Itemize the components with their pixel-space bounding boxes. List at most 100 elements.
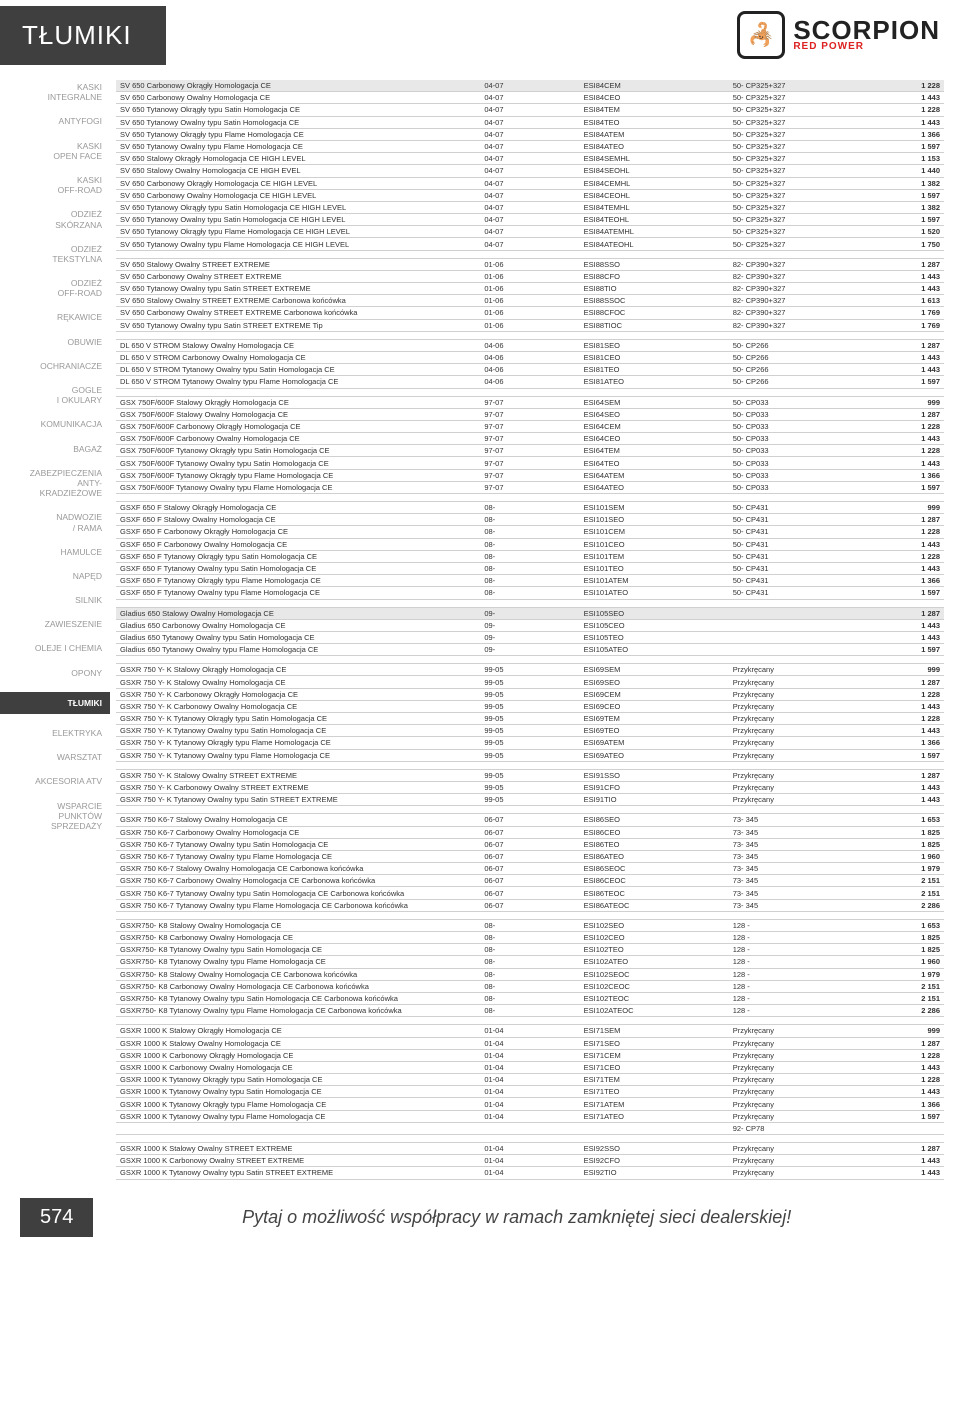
cell-code: ESI92TIO: [580, 1167, 729, 1179]
catalog-content: SV 650 Carbonowy Okrągły Homologacja CE0…: [110, 70, 960, 1180]
cell-code: ESI101TEO: [580, 562, 729, 574]
sidebar-item[interactable]: SILNIK: [10, 595, 110, 605]
sidebar-item[interactable]: KOMUNIKACJA: [10, 419, 110, 429]
cell-price: 999: [861, 502, 944, 514]
cell-name: DL 650 V STROM Tytanowy Owalny typu Sati…: [116, 364, 480, 376]
cell-year: 04-07: [480, 140, 579, 152]
cell-code: ESI102ATEOC: [580, 1005, 729, 1017]
cell-year: 08-: [480, 526, 579, 538]
sidebar-item[interactable]: NAPĘD: [10, 571, 110, 581]
cell-name: GSX 750F/600F Carbonowy Okrągły Homologa…: [116, 420, 480, 432]
sidebar-item[interactable]: ODZIEŻSKÓRZANA: [10, 209, 110, 229]
cell-spec: 50- CP431: [729, 575, 861, 587]
sidebar-item[interactable]: ANTYFOGI: [10, 116, 110, 126]
sidebar-item[interactable]: OCHRANIACZE: [10, 361, 110, 371]
sidebar-item[interactable]: ZABEZPIECZENIAANTY-KRADZIEŻOWE: [10, 468, 110, 499]
table-row: GSXR 750 K6-7 Carbonowy Owalny Homologac…: [116, 875, 944, 887]
table-row: GSXR 750 Y- K Tytanowy Okrągły typu Flam…: [116, 737, 944, 749]
sidebar-item[interactable]: OLEJE I CHEMIA: [10, 643, 110, 653]
table-row: GSXR 750 Y- K Stalowy Owalny Homologacja…: [116, 676, 944, 688]
sidebar-item[interactable]: RĘKAWICE: [10, 312, 110, 322]
logo-text-main: SCORPION: [793, 19, 940, 42]
page-number: 574: [20, 1198, 93, 1237]
sidebar-item[interactable]: ELEKTRYKA: [10, 728, 110, 738]
table-row: GSXR 750 K6-7 Tytanowy Owalny typu Satin…: [116, 838, 944, 850]
cell-name: GSXR 750 K6-7 Tytanowy Owalny typu Satin…: [116, 838, 480, 850]
cell-code: ESI105TEO: [580, 631, 729, 643]
sidebar-item[interactable]: KASKIOFF-ROAD: [10, 175, 110, 195]
cell-year: 06-07: [480, 899, 579, 911]
cell-spec: 50- CP431: [729, 526, 861, 538]
cell-price: 1 228: [861, 1074, 944, 1086]
cell-code: ESI105ATEO: [580, 644, 729, 656]
table-row: Gladius 650 Carbonowy Owalny Homologacja…: [116, 619, 944, 631]
table-row: SV 650 Tytanowy Owalny typu Flame Homolo…: [116, 238, 944, 250]
cell-year: 06-07: [480, 838, 579, 850]
cell-name: GSXF 650 F Tytanowy Okrągły typu Satin H…: [116, 550, 480, 562]
table-row: GSXR 750 Y- K Carbonowy Okrągły Homologa…: [116, 688, 944, 700]
cell-code: ESI64ATEO: [580, 481, 729, 493]
cell-spec: 82- CP390+327: [729, 307, 861, 319]
cell-spec: 50- CP266: [729, 376, 861, 388]
sidebar-item[interactable]: TŁUMIKI: [0, 692, 110, 714]
cell-price: 1 287: [861, 339, 944, 351]
sidebar-item[interactable]: ZAWIESZENIE: [10, 619, 110, 629]
table-row: SV 650 Carbonowy Owalny STREET EXTREME C…: [116, 307, 944, 319]
cell-spec: Przykręcany: [729, 664, 861, 676]
cell-year: 09-: [480, 607, 579, 619]
sidebar-item[interactable]: KASKIOPEN FACE: [10, 141, 110, 161]
cell-code: ESI71TEO: [580, 1086, 729, 1098]
table-row: Gladius 650 Tytanowy Owalny typu Satin H…: [116, 631, 944, 643]
cell-price: 1 228: [861, 550, 944, 562]
cell-code: ESI91CFO: [580, 781, 729, 793]
cell-code: ESI101SEO: [580, 514, 729, 526]
table-row: GSXF 650 F Carbonowy Okrągły Homologacja…: [116, 526, 944, 538]
sidebar-item[interactable]: WSPARCIEPUNKTÓWSPRZEDAŻY: [10, 801, 110, 832]
cell-spec: 50- CP033: [729, 481, 861, 493]
table-row: GSXF 650 F Stalowy Okrągły Homologacja C…: [116, 502, 944, 514]
sidebar-item[interactable]: WARSZTAT: [10, 752, 110, 762]
cell-price: 1 153: [861, 153, 944, 165]
sidebar-item[interactable]: HAMULCE: [10, 547, 110, 557]
cell-price: 1 769: [861, 319, 944, 331]
sidebar-item[interactable]: OBUWIE: [10, 337, 110, 347]
cell-price: 1 979: [861, 968, 944, 980]
cell-year: 08-: [480, 956, 579, 968]
cell-year: 09-: [480, 619, 579, 631]
cell-price: 1 443: [861, 538, 944, 550]
cell-name: Gladius 650 Stalowy Owalny Homologacja C…: [116, 607, 480, 619]
table-row: GSXR 750 K6-7 Carbonowy Owalny Homologac…: [116, 826, 944, 838]
cell-price: 1 520: [861, 226, 944, 238]
table-row: GSXR 1000 K Tytanowy Okrągły typu Satin …: [116, 1074, 944, 1086]
sidebar-item[interactable]: NADWOZIE/ RAMA: [10, 512, 110, 532]
cell-year: 08-: [480, 980, 579, 992]
table-row: SV 650 Tytanowy Owalny typu Flame Homolo…: [116, 140, 944, 152]
sidebar-item[interactable]: ODZIEŻTEKSTYLNA: [10, 244, 110, 264]
cell-price: 1 228: [861, 526, 944, 538]
table-row: GSXR750- K8 Tytanowy Owalny typu Flame H…: [116, 956, 944, 968]
sidebar-item[interactable]: OPONY: [10, 668, 110, 678]
cell-name: SV 650 Stalowy Owalny STREET EXTREME: [116, 258, 480, 270]
sidebar-item[interactable]: GOGLEI OKULARY: [10, 385, 110, 405]
cell-spec: 50- CP033: [729, 420, 861, 432]
table-row: DL 650 V STROM Tytanowy Owalny typu Flam…: [116, 376, 944, 388]
table-row: SV 650 Tytanowy Okrągły typu Flame Homol…: [116, 226, 944, 238]
sidebar-item[interactable]: ODZIEŻOFF-ROAD: [10, 278, 110, 298]
cell-code: ESI86TEO: [580, 838, 729, 850]
cell-price: 999: [861, 396, 944, 408]
cell-spec: 82- CP390+327: [729, 283, 861, 295]
table-row: GSXR 750 Y- K Carbonowy Owalny STREET EX…: [116, 781, 944, 793]
sidebar-item[interactable]: AKCESORIA ATV: [10, 776, 110, 786]
cell-spec: Przykręcany: [729, 676, 861, 688]
cell-code: ESI69ATEO: [580, 749, 729, 761]
cell-spec: Przykręcany: [729, 1098, 861, 1110]
table-row: GSXR750- K8 Tytanowy Owalny typu Satin H…: [116, 944, 944, 956]
cell-year: 01-04: [480, 1049, 579, 1061]
cell-price: 1 825: [861, 932, 944, 944]
cell-spec: [729, 631, 861, 643]
sidebar-item[interactable]: KASKIINTEGRALNE: [10, 82, 110, 102]
cell-code: ESI71SEM: [580, 1025, 729, 1037]
cell-spec: Przykręcany: [729, 713, 861, 725]
cell-name: GSXR 1000 K Tytanowy Okrągły typu Flame …: [116, 1098, 480, 1110]
sidebar-item[interactable]: BAGAŻ: [10, 444, 110, 454]
